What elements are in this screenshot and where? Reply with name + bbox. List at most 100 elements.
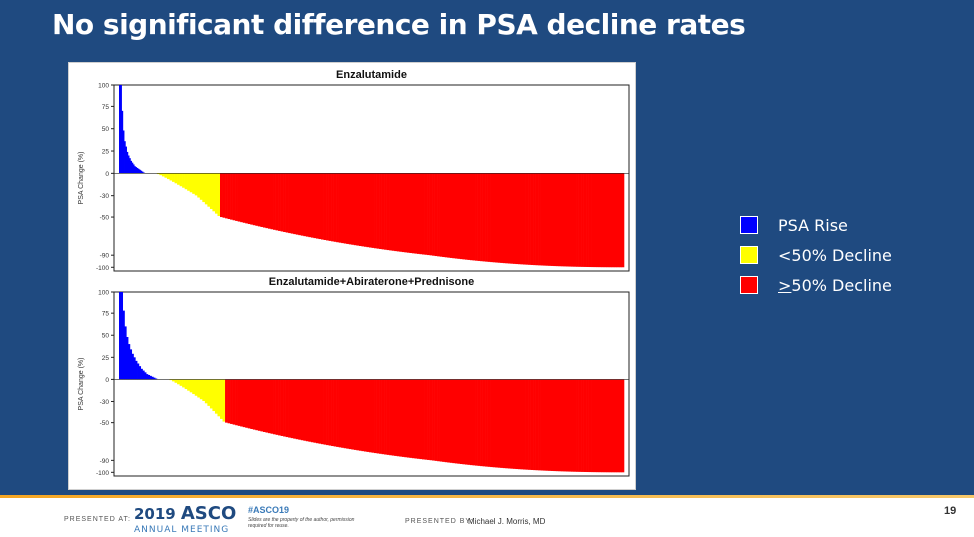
panel2-bar-over-50-decline — [613, 379, 617, 473]
panel2-bar-over-50-decline — [603, 379, 607, 473]
panel2-bar-over-50-decline — [540, 379, 544, 471]
panel1-bar-over-50-decline — [371, 173, 375, 248]
panel1-bar-over-50-decline — [252, 173, 256, 226]
panel1-bar-over-50-decline — [543, 173, 547, 266]
panel2-bar-over-50-decline — [331, 379, 334, 447]
panel1-ytick-label: -50 — [100, 215, 110, 222]
panel2-bar-under-50-decline — [212, 379, 216, 412]
panel2-bar-over-50-decline — [358, 379, 362, 451]
panel1-bar-over-50-decline — [232, 173, 236, 221]
panel2-bar-under-50-decline — [184, 379, 188, 390]
panel1-bar-over-50-decline — [462, 173, 466, 260]
panel1-bar-under-50-decline — [161, 173, 165, 177]
panel2-bar-over-50-decline — [361, 379, 365, 452]
panel2-bar-over-50-decline — [560, 379, 564, 472]
panel2-bar-over-50-decline — [565, 379, 569, 472]
panel1-bar-over-50-decline — [366, 173, 370, 248]
panel1-bar-over-50-decline — [530, 173, 534, 265]
panel1-bar-under-50-decline — [172, 173, 175, 182]
panel1-bar-under-50-decline — [214, 173, 218, 214]
panel2-bar-over-50-decline — [237, 379, 241, 426]
panel2-bar-psa-rise — [147, 374, 151, 380]
panel2-bar-psa-rise — [138, 366, 142, 380]
panel2-bar-over-50-decline — [255, 379, 259, 431]
panel2-bar-over-50-decline — [459, 379, 463, 465]
panel2-ytick-label: -100 — [96, 470, 109, 477]
panel2-bar-over-50-decline — [487, 379, 491, 467]
panel2-bar-under-50-decline — [194, 379, 198, 396]
panel1-bar-over-50-decline — [598, 173, 602, 268]
panel1-bar-over-50-decline — [283, 173, 286, 233]
panel2-bar-over-50-decline — [308, 379, 312, 442]
panel1-bar-over-50-decline — [467, 173, 471, 260]
panel2-bar-under-50-decline — [209, 379, 213, 409]
panel2-bar-psa-rise — [155, 378, 158, 380]
panel1-bar-over-50-decline — [298, 173, 302, 236]
panel2-bar-over-50-decline — [485, 379, 488, 467]
panel2-bar-over-50-decline — [328, 379, 332, 446]
panel1-bar-over-50-decline — [227, 173, 231, 220]
footer: PRESENTED AT: 2019 ASCO ANNUAL MEETING #… — [0, 498, 974, 537]
slide-title: No significant difference in PSA decline… — [52, 8, 746, 41]
panel2-bar-over-50-decline — [371, 379, 375, 453]
panel1-bar-psa-rise — [134, 166, 136, 174]
panel2-bar-psa-rise — [122, 310, 125, 380]
panel2-bar-over-50-decline — [576, 379, 579, 472]
panel2-bar-over-50-decline — [404, 379, 408, 458]
panel1-bar-over-50-decline — [356, 173, 360, 246]
panel1-bar-over-50-decline — [220, 173, 223, 218]
panel1-bar-over-50-decline — [368, 173, 372, 248]
panel2-bar-over-50-decline — [608, 379, 612, 473]
panel1-bar-over-50-decline — [540, 173, 544, 266]
legend-swatch-over-50-decline — [740, 276, 758, 294]
panel2-bar-over-50-decline — [323, 379, 327, 445]
panel1-bar-over-50-decline — [591, 173, 594, 268]
panel2-bar-over-50-decline — [376, 379, 380, 454]
panel1-bar-psa-rise — [136, 167, 139, 174]
panel2-bar-over-50-decline — [442, 379, 446, 462]
panel1-bar-over-50-decline — [457, 173, 461, 259]
panel1-bar-over-50-decline — [454, 173, 458, 259]
panel1-bar-over-50-decline — [389, 173, 392, 251]
panel1-bar-over-50-decline — [578, 173, 582, 267]
panel2-bar-psa-rise — [135, 360, 138, 380]
panel1-bar-psa-rise — [131, 162, 134, 174]
panel2-bar-over-50-decline — [381, 379, 385, 455]
panel2-bar-over-50-decline — [454, 379, 458, 464]
panel2-ytick-label: 100 — [98, 290, 109, 297]
panel2-bar-over-50-decline — [573, 379, 577, 472]
panel1-bar-over-50-decline — [308, 173, 312, 238]
panel1-bar-over-50-decline — [464, 173, 468, 260]
panel1-bar-over-50-decline — [288, 173, 291, 234]
panel2-ytick-label: 25 — [102, 355, 110, 362]
panel1-bar-over-50-decline — [245, 173, 249, 224]
panel2-bar-over-50-decline — [293, 379, 297, 439]
panel1-bar-over-50-decline — [346, 173, 350, 244]
panel1-bar-under-50-decline — [207, 173, 211, 207]
panel2-bar-over-50-decline — [295, 379, 299, 440]
panel1-ytick-label: 0 — [105, 171, 109, 178]
legend-item-under-50-decline: <50% Decline — [740, 240, 892, 270]
panel2-bar-over-50-decline — [262, 379, 266, 432]
panel1-bar-over-50-decline — [596, 173, 600, 268]
panel2-bar-over-50-decline — [437, 379, 440, 462]
panel2-ytick-label: -50 — [100, 420, 110, 427]
panel1-bar-over-50-decline — [505, 173, 509, 264]
panel1-bar-over-50-decline — [576, 173, 579, 267]
panel2-bar-under-50-decline — [169, 379, 173, 381]
panel2-bar-over-50-decline — [252, 379, 256, 430]
panel1-bar-over-50-decline — [482, 173, 486, 262]
panel1-bar-over-50-decline — [449, 173, 453, 258]
panel1-bar-psa-rise — [135, 167, 138, 174]
panel2-bar-over-50-decline — [581, 379, 584, 472]
panel1-bar-over-50-decline — [606, 173, 610, 268]
panel2-bar-over-50-decline — [401, 379, 405, 457]
panel2-bar-over-50-decline — [482, 379, 486, 467]
panel1-bar-over-50-decline — [267, 173, 271, 229]
panel1-bar-over-50-decline — [553, 173, 557, 267]
panel2-bar-over-50-decline — [278, 379, 281, 436]
panel2-bar-over-50-decline — [273, 379, 276, 435]
panel2-bar-over-50-decline — [230, 379, 233, 424]
panel1-bar-over-50-decline — [523, 173, 526, 265]
panel2-bar-over-50-decline — [464, 379, 468, 465]
